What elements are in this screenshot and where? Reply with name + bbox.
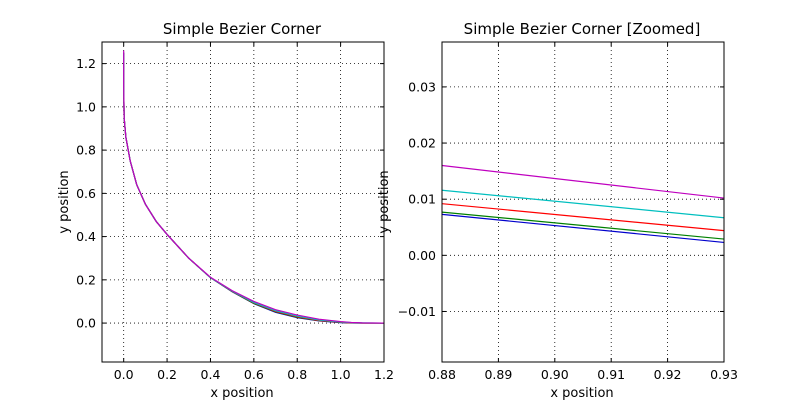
left-y-tick-label: 0.6	[76, 186, 96, 201]
right-plot-frame	[441, 41, 725, 363]
right-series-line-3	[442, 203, 724, 232]
left-x-tick-label: 0.4	[201, 367, 221, 382]
right-series-line-1	[442, 213, 724, 244]
left-axes: Simple Bezier Corner x position y positi…	[57, 20, 394, 401]
left-x-tick-label: 1.2	[374, 367, 394, 382]
left-y-axis-label: y position	[57, 170, 72, 233]
left-y-tick-label: 0.4	[76, 229, 96, 244]
right-y-axis-label: y position	[377, 170, 392, 233]
right-x-tick-label: 0.90	[541, 367, 569, 382]
left-y-tick-label: 1.0	[76, 99, 96, 114]
left-plot-frame	[101, 41, 385, 363]
right-series-line-5	[442, 164, 724, 199]
left-series-line-5	[123, 50, 384, 324]
right-x-tick-label: 0.89	[484, 367, 512, 382]
right-x-tick-label: 0.88	[428, 367, 456, 382]
left-y-tick-label: 0.2	[76, 272, 96, 287]
left-y-tick-label: 0.0	[76, 316, 96, 331]
left-x-tick-label: 0.8	[287, 367, 307, 382]
left-x-axis-label: x position	[210, 386, 273, 401]
left-x-tick-label: 0.2	[157, 367, 177, 382]
right-chart-title: Simple Bezier Corner [Zoomed]	[464, 20, 701, 38]
left-x-tick-label: 0.0	[114, 367, 134, 382]
right-axes: Simple Bezier Corner [Zoomed] x position…	[377, 20, 738, 401]
right-y-tick-label: 0.00	[408, 248, 436, 263]
left-y-tick-label: 0.8	[76, 143, 96, 158]
right-y-tick-label: 0.01	[408, 192, 436, 207]
right-series-line-4	[442, 189, 724, 219]
right-x-tick-label: 0.92	[654, 367, 682, 382]
right-y-tick-label: −0.01	[398, 304, 436, 319]
right-y-tick-label: 0.03	[408, 79, 436, 94]
left-chart-title: Simple Bezier Corner	[163, 20, 322, 38]
right-x-axis-label: x position	[550, 386, 613, 401]
left-x-tick-label: 0.6	[244, 367, 264, 382]
right-series-line-2	[442, 211, 724, 240]
right-x-tick-label: 0.91	[597, 367, 625, 382]
left-x-tick-label: 1.0	[331, 367, 351, 382]
right-x-tick-label: 0.93	[710, 367, 738, 382]
right-y-tick-label: 0.02	[408, 136, 436, 151]
left-y-tick-label: 1.2	[76, 56, 96, 71]
